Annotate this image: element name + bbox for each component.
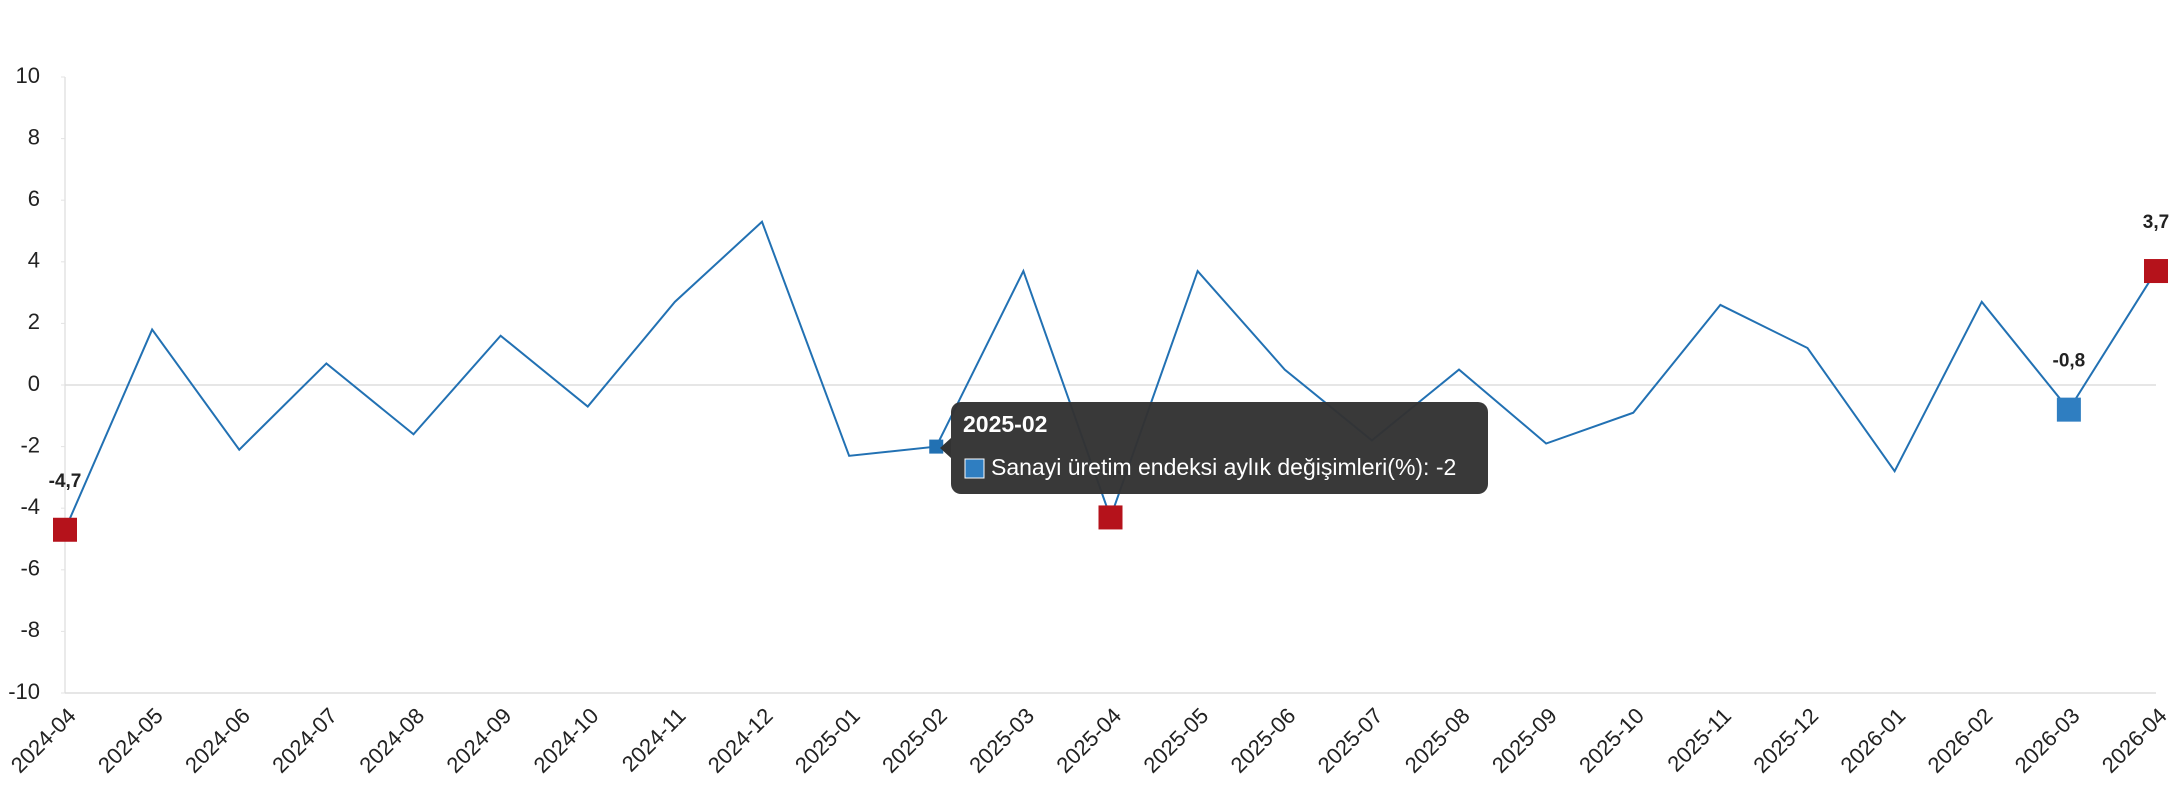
y-tick-label: -8 <box>20 617 40 642</box>
x-tick-label: 2025-04 <box>1051 703 1126 778</box>
highlight-marker <box>2144 259 2168 284</box>
y-tick-label: 6 <box>28 186 40 211</box>
x-tick-label: 2024-08 <box>354 703 429 778</box>
y-tick-label: 0 <box>28 371 40 396</box>
value-label: -4,7 <box>49 471 82 492</box>
tooltip-box <box>951 402 1488 494</box>
tooltip-title: 2025-02 <box>963 411 1047 437</box>
x-tick-label: 2025-10 <box>1574 703 1649 778</box>
x-tick-label: 2026-03 <box>2010 703 2085 778</box>
highlight-marker <box>1098 505 1123 530</box>
y-tick-label: -4 <box>20 494 40 519</box>
tooltip-text: Sanayi üretim endeksi aylık değişimleri(… <box>991 454 1456 480</box>
x-tick-label: 2024-09 <box>441 703 516 778</box>
x-tick-label: 2024-10 <box>529 703 604 778</box>
x-tick-label: 2025-03 <box>964 703 1039 778</box>
x-tick-label: 2025-01 <box>790 703 865 778</box>
y-tick-label: -6 <box>20 556 40 581</box>
x-tick-label: 2024-06 <box>180 703 255 778</box>
x-tick-label: 2025-11 <box>1662 703 1736 777</box>
x-tick-label: 2025-12 <box>1748 703 1823 778</box>
x-tick-label: 2024-11 <box>617 703 691 777</box>
x-tick-label: 2024-07 <box>267 703 342 778</box>
tooltip-arrow <box>940 438 951 458</box>
y-tick-label: 2 <box>28 309 40 334</box>
tooltip-swatch <box>964 458 985 479</box>
x-tick-label: 2026-04 <box>2097 703 2172 778</box>
x-tick-label: 2025-07 <box>1313 703 1388 778</box>
x-tick-label: 2024-05 <box>93 703 168 778</box>
x-tick-label: 2024-12 <box>703 703 778 778</box>
y-tick-label: -10 <box>8 679 40 704</box>
x-tick-label: 2025-06 <box>1226 703 1301 778</box>
y-tick-label: 10 <box>16 63 40 88</box>
x-tick-label: 2025-08 <box>1400 703 1475 778</box>
value-label: 3,7 <box>2143 212 2169 233</box>
x-tick-label: 2026-02 <box>1923 703 1998 778</box>
x-tick-label: 2025-02 <box>877 703 952 778</box>
y-tick-label: -2 <box>20 432 40 457</box>
hover-marker <box>929 439 944 454</box>
x-tick-label: 2026-01 <box>1835 703 1910 778</box>
x-tick-label: 2025-09 <box>1487 703 1562 778</box>
value-label: -0,8 <box>2053 351 2086 372</box>
y-tick-label: 8 <box>28 124 40 149</box>
y-tick-label: 4 <box>28 248 40 273</box>
highlight-marker <box>2056 397 2081 422</box>
x-tick-label: 2024-04 <box>6 703 81 778</box>
highlight-marker <box>53 517 77 542</box>
tooltip: 2025-02 Sanayi üretim endeksi aylık değiş… <box>940 402 1488 494</box>
x-tick-label: 2025-05 <box>1138 703 1213 778</box>
